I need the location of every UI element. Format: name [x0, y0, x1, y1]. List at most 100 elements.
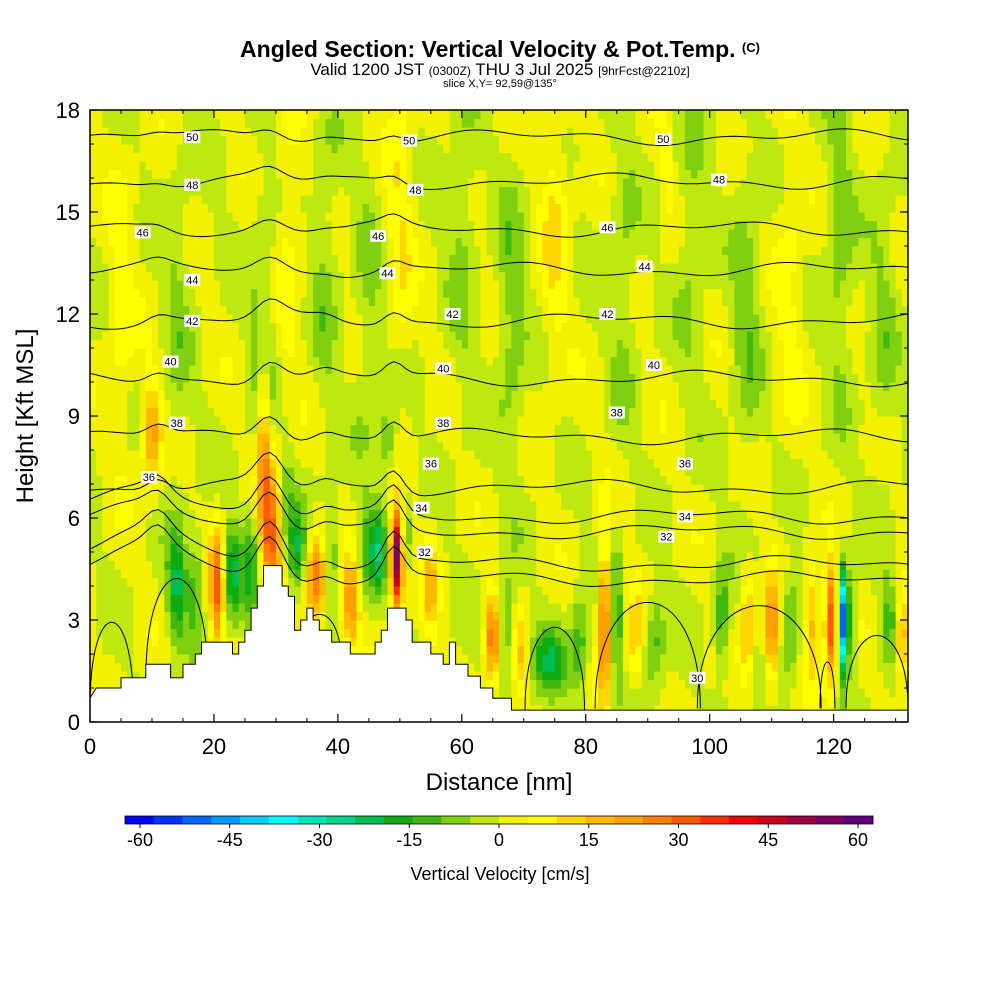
field-cell: [437, 399, 444, 409]
field-cell: [827, 679, 835, 689]
field-cell: [790, 662, 798, 672]
field-cell: [257, 424, 265, 434]
field-cell: [145, 424, 153, 434]
field-cell: [189, 569, 196, 579]
field-cell: [412, 526, 420, 536]
field-cell: [412, 450, 420, 460]
field-cell: [133, 441, 141, 451]
field-cell: [139, 433, 147, 443]
field-cell: [96, 679, 103, 689]
field-cell: [182, 475, 190, 485]
field-cell: [90, 662, 97, 672]
field-cell: [529, 620, 537, 630]
field-cell: [684, 586, 692, 596]
field-cell: [499, 492, 506, 502]
field-cell: [734, 671, 742, 681]
field-cell: [678, 441, 686, 451]
field-cell: [468, 645, 475, 655]
field-cell: [486, 637, 494, 647]
field-cell: [437, 611, 444, 621]
field-cell: [294, 543, 302, 553]
field-cell: [306, 424, 314, 434]
field-cell: [777, 424, 785, 434]
field-cell: [170, 620, 178, 630]
field-cell: [740, 679, 748, 689]
field-cell: [182, 450, 190, 460]
field-cell: [833, 467, 841, 477]
field-cell: [852, 705, 860, 715]
field-cell: [765, 611, 773, 621]
field-cell: [406, 594, 413, 604]
field-cell: [263, 560, 271, 570]
field-cell: [133, 611, 141, 621]
field-cell: [461, 407, 469, 417]
field-cell: [251, 526, 258, 536]
field-cell: [90, 492, 97, 502]
field-cell: [765, 569, 773, 579]
field-cell: [375, 518, 382, 528]
field-cell: [839, 696, 847, 706]
field-cell: [430, 603, 438, 613]
field-cell: [517, 509, 525, 519]
field-cell: [294, 603, 302, 613]
field-cell: [715, 484, 723, 494]
field-cell: [189, 399, 196, 409]
field-cell: [684, 399, 692, 409]
field-cell: [877, 501, 884, 511]
field-cell: [548, 501, 556, 511]
field-cell: [282, 475, 289, 485]
field-cell: [622, 518, 630, 528]
field-cell: [430, 399, 438, 409]
field-cell: [877, 484, 884, 494]
field-cell: [170, 628, 178, 638]
field-cell: [251, 552, 258, 562]
field-cell: [232, 441, 240, 451]
field-cell: [796, 679, 804, 689]
field-cell: [207, 552, 215, 562]
field-cell: [288, 399, 296, 409]
field-cell: [263, 543, 271, 553]
field-cell: [189, 433, 196, 443]
field-cell: [567, 501, 574, 511]
field-cell: [406, 450, 413, 460]
field-cell: [120, 407, 128, 417]
field-cell: [653, 458, 661, 468]
field-cell: [399, 603, 407, 613]
field-cell: [499, 688, 506, 698]
field-cell: [306, 475, 314, 485]
field-cell: [808, 416, 816, 426]
field-cell: [591, 671, 599, 681]
field-cell: [883, 586, 891, 596]
field-cell: [560, 620, 568, 630]
field-cell: [684, 552, 692, 562]
field-cell: [833, 535, 841, 545]
field-cell: [350, 407, 358, 417]
field-cell: [666, 407, 674, 417]
field-cell: [660, 688, 667, 698]
field-cell: [461, 620, 469, 630]
field-cell: [455, 433, 463, 443]
field-cell: [709, 603, 717, 613]
field-cell: [567, 509, 574, 519]
field-cell: [895, 535, 903, 545]
field-cell: [325, 407, 333, 417]
field-cell: [114, 543, 122, 553]
field-cell: [833, 501, 841, 511]
field-cell: [238, 433, 246, 443]
field-cell: [573, 424, 581, 434]
field-cell: [226, 484, 234, 494]
field-cell: [703, 586, 711, 596]
field-cell: [852, 552, 860, 562]
field-cell: [728, 654, 736, 664]
field-cell: [728, 535, 736, 545]
field-cell: [889, 543, 897, 553]
field-cell: [883, 603, 891, 613]
field-cell: [790, 705, 798, 715]
field-cell: [808, 679, 816, 689]
field-cell: [709, 705, 717, 715]
field-cell: [480, 407, 488, 417]
field-cell: [511, 441, 519, 451]
field-cell: [672, 535, 680, 545]
field-cell: [294, 535, 302, 545]
field-cell: [189, 552, 196, 562]
